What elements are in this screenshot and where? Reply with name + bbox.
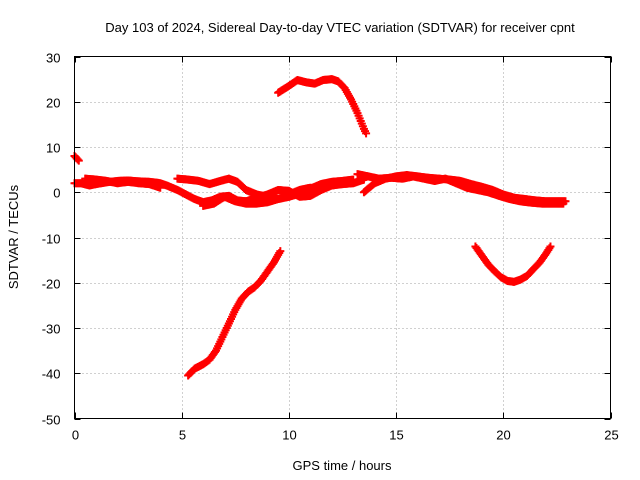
plot-frame	[74, 56, 611, 419]
x-tick-label: 5	[179, 428, 186, 443]
series-arc-top	[274, 75, 371, 138]
x-tick-label: 0	[72, 428, 79, 443]
data-point-marker	[546, 242, 555, 251]
y-tick-label: 0	[53, 186, 60, 201]
data-point-marker	[349, 175, 358, 184]
y-tick-label: -40	[42, 367, 61, 382]
y-tick-label: -10	[42, 232, 61, 247]
chart-title: Day 103 of 2024, Sidereal Day-to-day VTE…	[105, 20, 575, 35]
series-baseline-d	[199, 183, 315, 210]
data-point-marker	[559, 199, 568, 208]
y-tick-label: -30	[42, 322, 61, 337]
data-point-marker	[74, 156, 83, 165]
series-baseline-b	[81, 174, 165, 192]
data-point-marker	[156, 183, 165, 192]
grid-lines	[74, 56, 611, 419]
x-axis-label: GPS time / hours	[293, 458, 392, 473]
data-point-marker	[276, 247, 285, 256]
y-axis-label: SDTVAR / TECUs	[6, 184, 21, 289]
y-tick-label: -20	[42, 277, 61, 292]
data-marks	[70, 75, 570, 380]
series-rising-track	[184, 247, 285, 380]
data-point-marker	[73, 155, 82, 164]
data-point-marker	[362, 129, 371, 138]
data-point-marker	[306, 183, 315, 192]
series-u-track	[471, 242, 555, 286]
y-tick-label: 20	[46, 96, 60, 111]
series-early-start	[70, 152, 83, 165]
x-tick-label: 10	[282, 428, 296, 443]
axis-ticks: 0 5 10 15 20 25 -50 -40 -30 -20 -10 0 10 20 30	[42, 51, 619, 443]
y-tick-label: 10	[46, 141, 60, 156]
x-tick-label: 15	[389, 428, 403, 443]
y-tick-label: -50	[42, 413, 61, 428]
series-baseline-f	[353, 170, 568, 208]
x-tick-label: 25	[604, 428, 618, 443]
y-tick-label: 30	[46, 51, 60, 66]
x-tick-label: 20	[496, 428, 510, 443]
